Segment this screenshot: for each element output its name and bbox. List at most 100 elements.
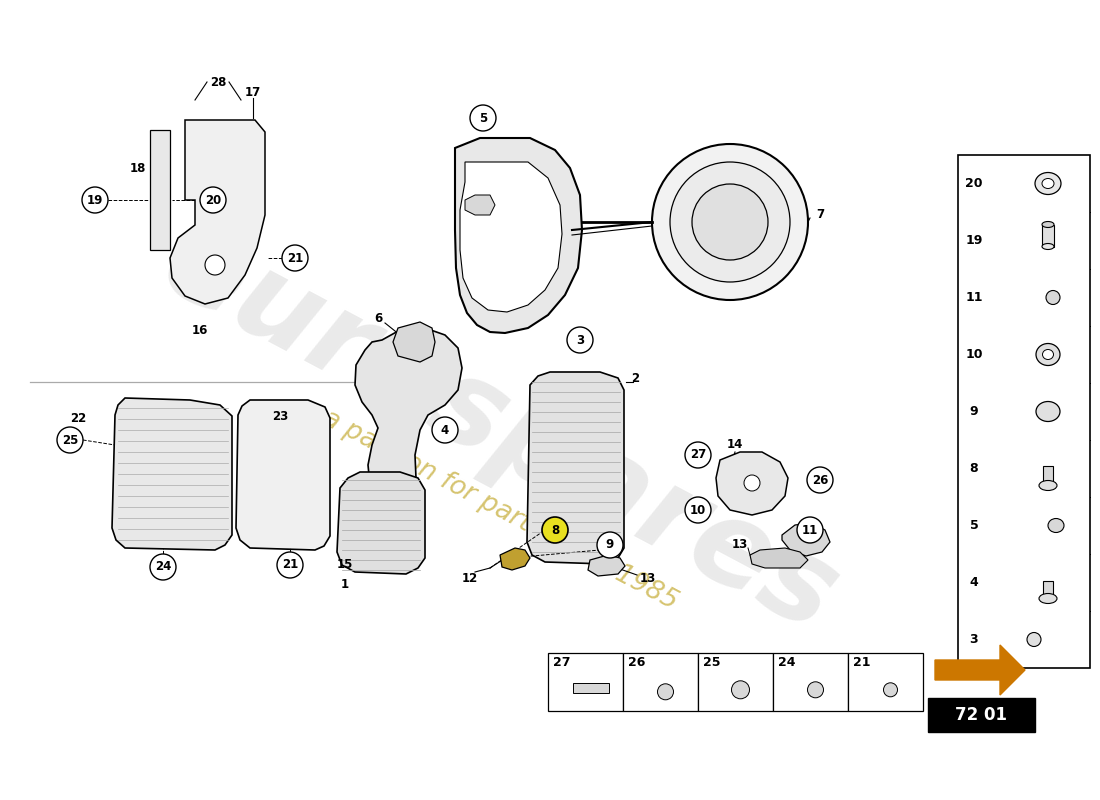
Polygon shape [935, 645, 1025, 695]
Bar [848, 653, 923, 711]
Ellipse shape [1042, 243, 1054, 250]
Ellipse shape [1040, 594, 1057, 603]
Text: 9: 9 [606, 538, 614, 551]
Polygon shape [750, 548, 808, 568]
Ellipse shape [1035, 173, 1062, 194]
Circle shape [883, 682, 898, 697]
Text: 5: 5 [478, 111, 487, 125]
Text: 23: 23 [272, 410, 288, 422]
Circle shape [685, 442, 711, 468]
Polygon shape [465, 195, 495, 215]
Circle shape [807, 682, 824, 698]
Bar [698, 653, 773, 711]
Text: a passion for parts since 1985: a passion for parts since 1985 [318, 405, 682, 615]
Circle shape [798, 517, 823, 543]
Bar [1043, 581, 1053, 598]
Text: 16: 16 [191, 323, 208, 337]
Polygon shape [588, 555, 625, 576]
Text: 18: 18 [130, 162, 146, 174]
Text: 8: 8 [551, 523, 559, 537]
Text: 15: 15 [337, 558, 353, 571]
Ellipse shape [1042, 178, 1054, 189]
Polygon shape [460, 162, 562, 312]
Circle shape [470, 105, 496, 131]
Polygon shape [393, 322, 434, 362]
Text: 20: 20 [205, 194, 221, 206]
Ellipse shape [1046, 290, 1060, 305]
Text: 17: 17 [245, 86, 261, 98]
Text: eurospares: eurospares [144, 204, 857, 656]
Ellipse shape [1042, 222, 1054, 227]
Ellipse shape [1036, 343, 1060, 366]
Text: 27: 27 [690, 449, 706, 462]
Text: 19: 19 [87, 194, 103, 206]
Circle shape [205, 255, 225, 275]
Circle shape [566, 327, 593, 353]
Circle shape [57, 427, 82, 453]
Text: 24: 24 [779, 657, 795, 670]
Bar [623, 653, 698, 711]
Polygon shape [716, 452, 788, 515]
Ellipse shape [1048, 518, 1064, 533]
Circle shape [807, 467, 833, 493]
Text: 1: 1 [341, 578, 349, 591]
Text: 5: 5 [969, 519, 978, 532]
Text: 3: 3 [576, 334, 584, 346]
Circle shape [670, 162, 790, 282]
Text: 21: 21 [287, 251, 304, 265]
Text: 19: 19 [966, 234, 982, 247]
Bar [1043, 466, 1053, 486]
Text: 24: 24 [155, 561, 172, 574]
Polygon shape [455, 138, 582, 333]
Bar [1042, 225, 1054, 246]
Text: 26: 26 [628, 657, 646, 670]
Polygon shape [527, 372, 624, 564]
Polygon shape [355, 328, 462, 508]
Polygon shape [500, 548, 530, 570]
Ellipse shape [1043, 350, 1054, 359]
Text: 25: 25 [703, 657, 720, 670]
Text: 13: 13 [732, 538, 748, 551]
Text: 10: 10 [966, 348, 982, 361]
Bar [773, 653, 848, 711]
Circle shape [685, 497, 711, 523]
Polygon shape [112, 398, 232, 550]
Text: 3: 3 [970, 633, 978, 646]
Circle shape [732, 681, 749, 699]
Circle shape [150, 554, 176, 580]
Text: 12: 12 [462, 571, 478, 585]
Circle shape [1027, 633, 1041, 646]
Text: 4: 4 [969, 576, 978, 589]
Polygon shape [337, 472, 425, 574]
Text: 14: 14 [727, 438, 744, 451]
Circle shape [282, 245, 308, 271]
Polygon shape [236, 400, 330, 550]
Ellipse shape [1036, 402, 1060, 422]
Text: 20: 20 [966, 177, 982, 190]
Text: 26: 26 [812, 474, 828, 486]
Circle shape [277, 552, 302, 578]
Polygon shape [170, 120, 265, 304]
Bar [150, 130, 170, 250]
Text: 10: 10 [690, 503, 706, 517]
Text: 21: 21 [282, 558, 298, 571]
Circle shape [82, 187, 108, 213]
Circle shape [542, 517, 568, 543]
Circle shape [744, 475, 760, 491]
Circle shape [652, 144, 808, 300]
Circle shape [658, 684, 673, 700]
Polygon shape [782, 523, 830, 556]
Text: 72 01: 72 01 [955, 706, 1006, 724]
Text: 8: 8 [970, 462, 978, 475]
Text: 11: 11 [802, 523, 818, 537]
Text: 22: 22 [70, 411, 86, 425]
Text: 21: 21 [854, 657, 871, 670]
Text: 25: 25 [62, 434, 78, 446]
Text: 4: 4 [441, 423, 449, 437]
Text: 13: 13 [640, 571, 656, 585]
Text: 2: 2 [631, 371, 639, 385]
Text: 6: 6 [374, 311, 382, 325]
Bar [572, 682, 608, 693]
Text: 27: 27 [553, 657, 571, 670]
Bar [548, 653, 623, 711]
